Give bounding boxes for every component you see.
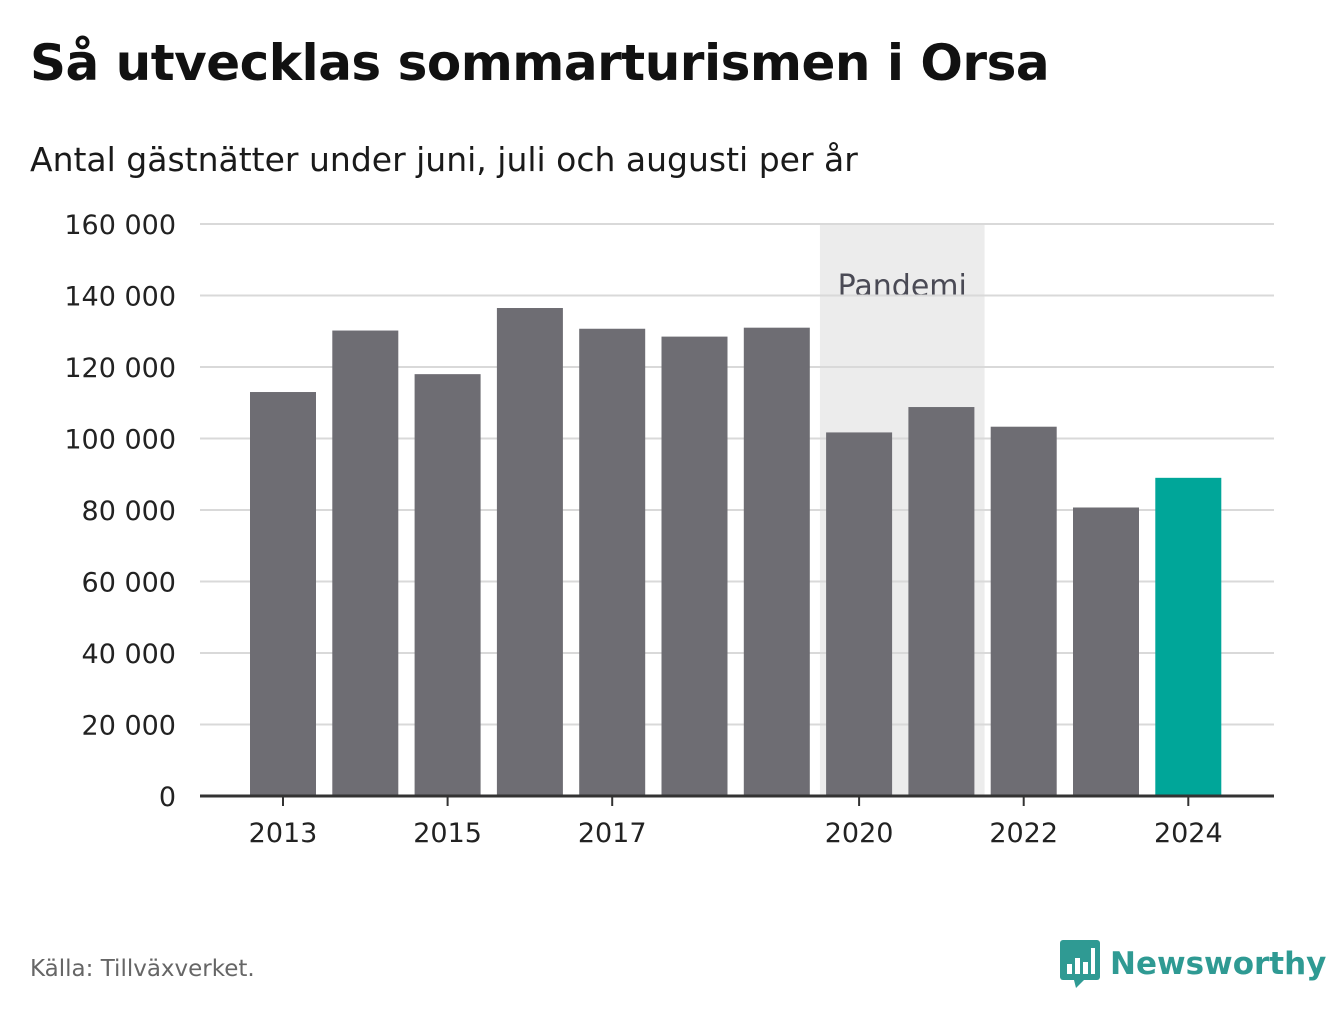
bar-2014 bbox=[332, 330, 399, 796]
bar-2019 bbox=[743, 327, 810, 796]
y-tick-label: 160 000 bbox=[64, 210, 176, 241]
bar-2021 bbox=[908, 407, 975, 796]
x-tick-label: 2017 bbox=[578, 818, 647, 849]
bar-2020 bbox=[826, 432, 893, 796]
chart-subtitle: Antal gästnätter under juni, juli och au… bbox=[30, 140, 858, 179]
bar-chart: Pandemi 0 20 000 40 000 60 000 80 000 100 000… bbox=[64, 210, 1274, 849]
y-tick-label: 120 000 bbox=[64, 353, 176, 384]
x-axis-ticks: 2013 2015 2017 2020 2022 2024 bbox=[249, 796, 1223, 849]
bars bbox=[250, 308, 1222, 796]
y-tick-label: 140 000 bbox=[64, 282, 176, 313]
x-tick-label: 2015 bbox=[413, 818, 482, 849]
bar-2024 bbox=[1155, 477, 1222, 796]
source-note: Källa: Tillväxverket. bbox=[30, 956, 255, 982]
y-tick-label: 20 000 bbox=[82, 711, 176, 742]
bar-2023 bbox=[1073, 507, 1139, 796]
bar-2013 bbox=[250, 392, 316, 796]
chart-title: Så utvecklas sommarturismen i Orsa bbox=[30, 34, 1050, 92]
y-axis-ticks: 0 20 000 40 000 60 000 80 000 100 000 120 000 1… bbox=[64, 210, 176, 813]
x-tick-label: 2013 bbox=[249, 818, 318, 849]
y-tick-label: 40 000 bbox=[82, 639, 176, 670]
y-tick-label: 80 000 bbox=[82, 496, 176, 527]
y-tick-label: 60 000 bbox=[82, 568, 176, 599]
bar-2018 bbox=[661, 336, 728, 796]
bar-2015 bbox=[414, 374, 481, 796]
y-tick-label: 100 000 bbox=[64, 425, 176, 456]
pandemic-band-label: Pandemi bbox=[838, 269, 967, 304]
newsworthy-logo-icon bbox=[1060, 940, 1100, 988]
x-tick-label: 2022 bbox=[989, 818, 1058, 849]
brand-logo[interactable]: Newsworthy bbox=[1060, 940, 1326, 988]
bar-2022 bbox=[990, 426, 1057, 796]
brand-name: Newsworthy bbox=[1110, 946, 1327, 982]
bar-2017 bbox=[579, 328, 646, 796]
x-tick-label: 2024 bbox=[1154, 818, 1223, 849]
y-tick-label: 0 bbox=[159, 782, 176, 813]
bar-2016 bbox=[496, 308, 563, 796]
x-tick-label: 2020 bbox=[825, 818, 894, 849]
